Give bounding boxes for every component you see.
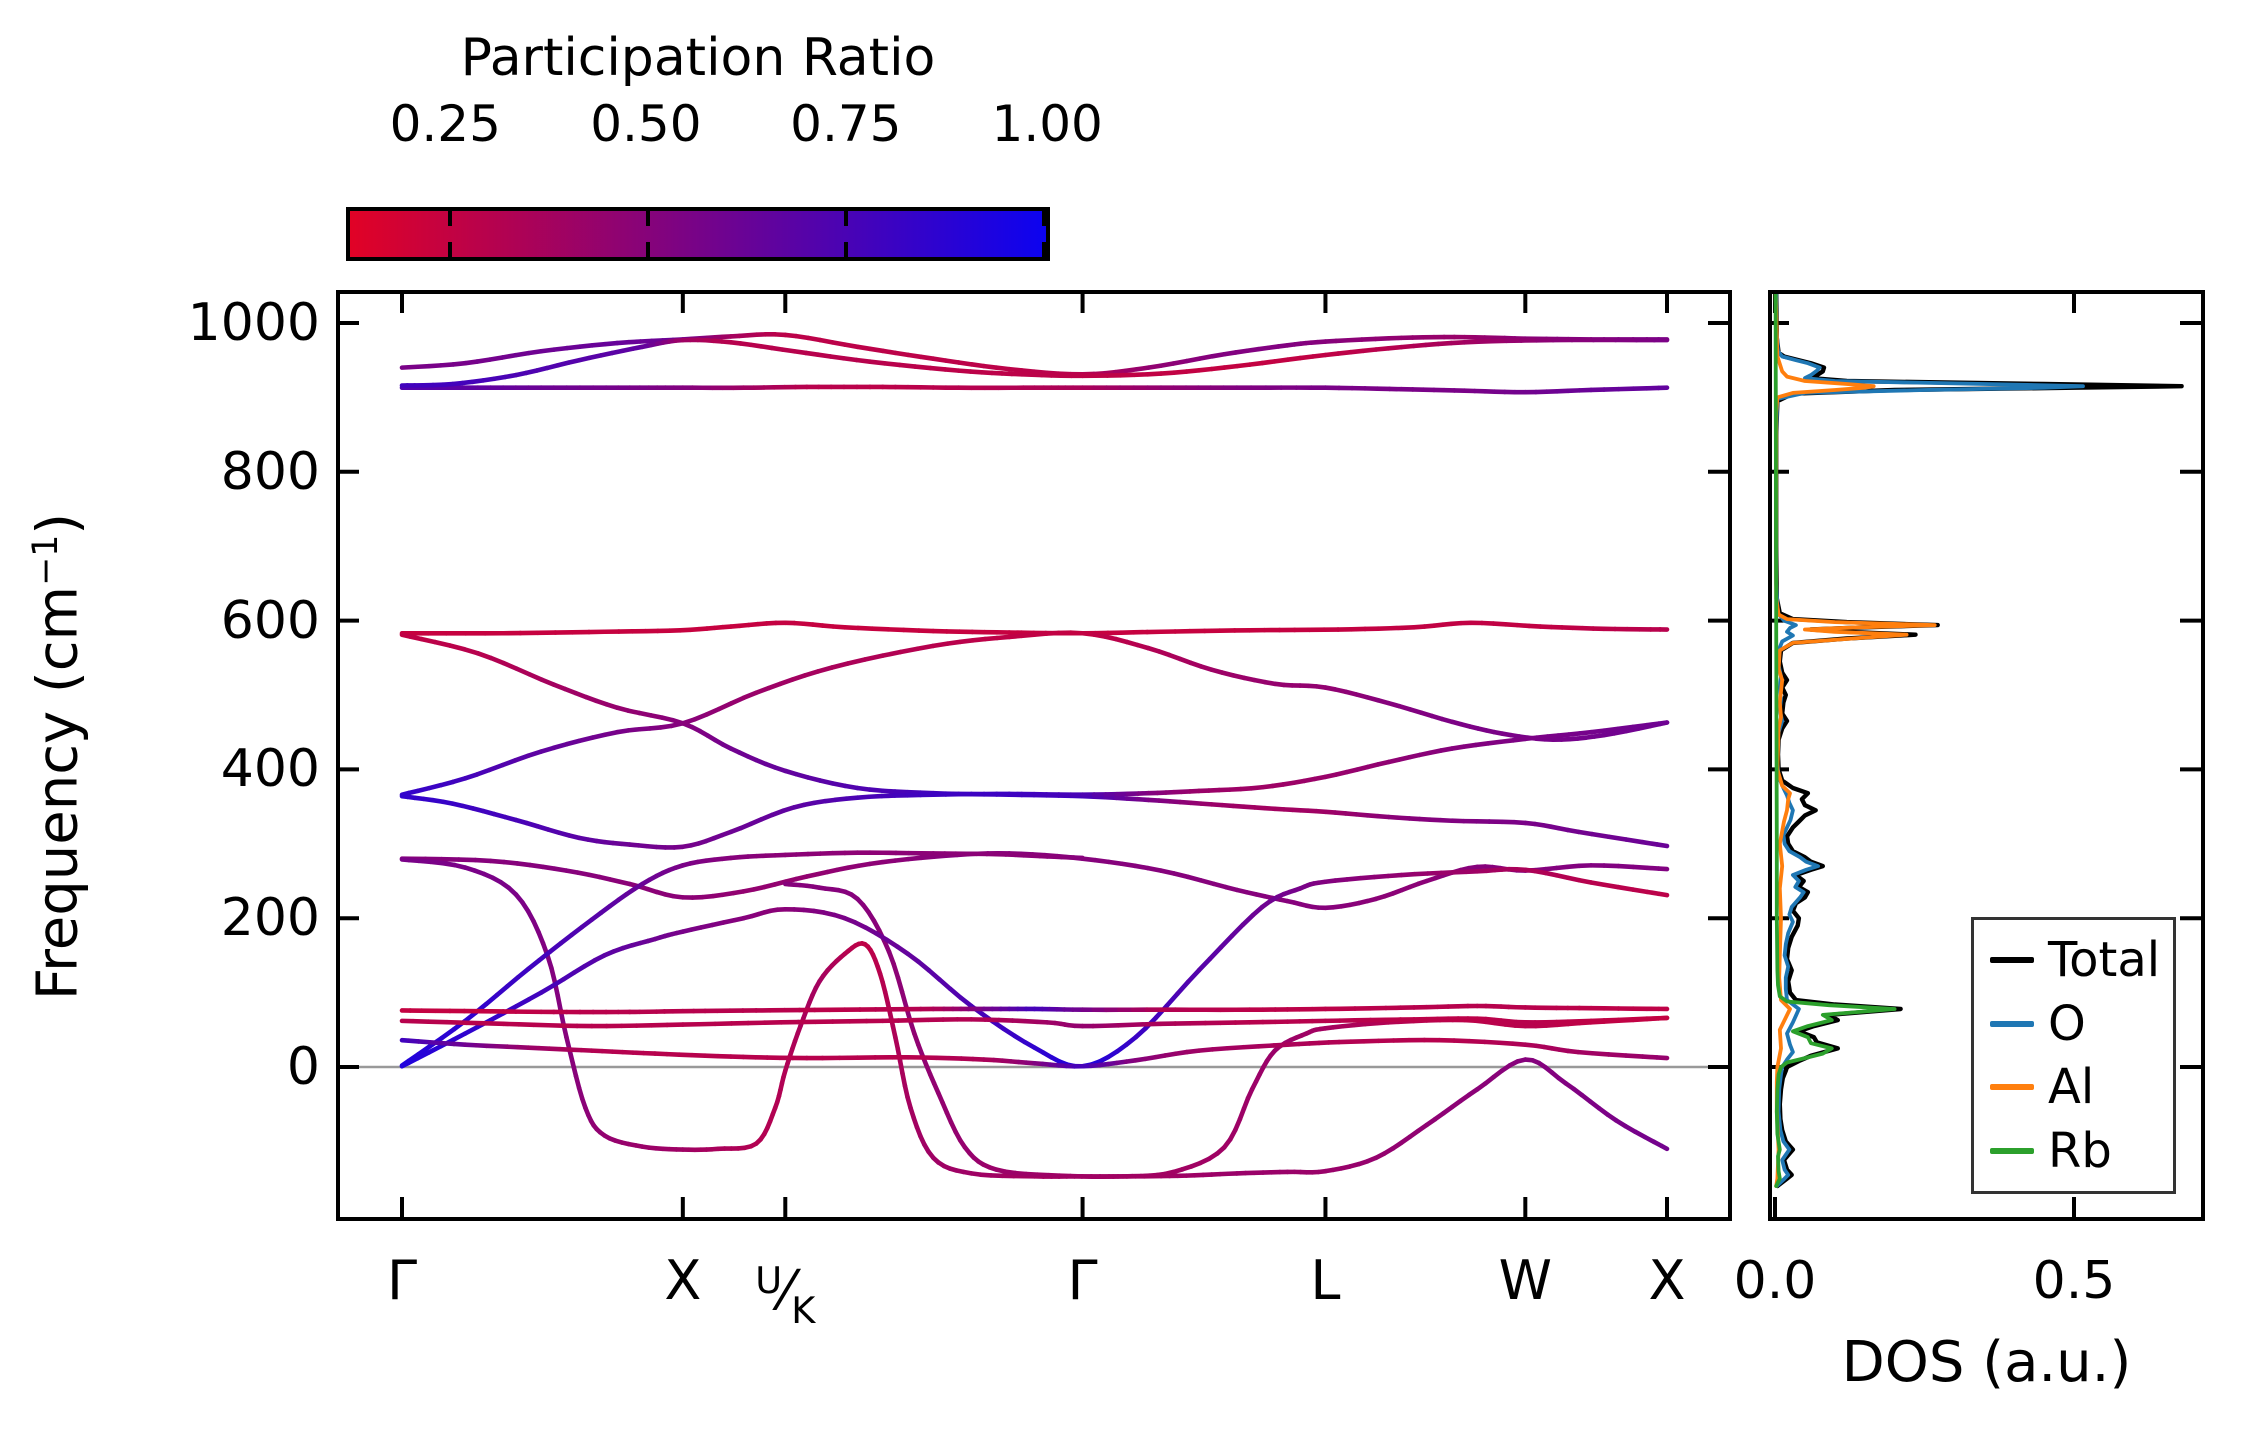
legend-item-rb: Rb (1990, 1126, 2173, 1176)
k-point-label: X (664, 1249, 702, 1312)
colorbar-tick (646, 211, 651, 226)
dos-legend: Total O Al Rb (1971, 917, 2176, 1194)
legend-label: Rb (2048, 1123, 2112, 1180)
dos-x-tick-label: 0.0 (1733, 1251, 1817, 1311)
colorbar-tick (844, 211, 849, 226)
k-point-label: W (1498, 1249, 1553, 1312)
legend-label: Total (2048, 931, 2161, 988)
colorbar-tick-labels: 0.25 0.50 0.75 1.00 (0, 96, 2259, 154)
legend-line-swatch (1990, 1084, 2034, 1091)
legend-label: Al (2048, 1059, 2095, 1116)
k-point-label: U⁄K (755, 1259, 816, 1333)
colorbar-tick-label: 0.75 (790, 95, 902, 153)
colorbar-tick (1042, 211, 1046, 226)
colorbar-tick (646, 242, 651, 257)
colorbar-tick-label: 0.25 (389, 95, 501, 153)
legend-line-swatch (1990, 956, 2034, 963)
k-point-label: X (1648, 1249, 1686, 1312)
y-axis-label-close: ) (25, 512, 91, 535)
y-tick-label: 800 (220, 441, 320, 502)
colorbar-tick (1042, 242, 1046, 257)
legend-item-total: Total (1990, 935, 2173, 985)
participation-ratio-colorbar (346, 207, 1050, 261)
legend-line-swatch (1990, 1020, 2034, 1027)
colorbar-tick (844, 242, 849, 257)
y-axis-label-sup: −1 (25, 534, 66, 586)
y-tick-label: 200 (220, 888, 320, 949)
dos-x-axis-label: DOS (a.u.) (1841, 1330, 2132, 1395)
legend-item-al: Al (1990, 1062, 2173, 1112)
colorbar-title: Participation Ratio (460, 28, 936, 88)
k-point-label: L (1310, 1249, 1341, 1312)
colorbar-tick-label: 1.00 (991, 95, 1103, 153)
dos-x-tick-label: 0.5 (2032, 1251, 2116, 1311)
band-structure-plot (340, 294, 1728, 1217)
k-point-label: Γ (386, 1249, 418, 1312)
y-tick-label: 1000 (187, 293, 320, 353)
colorbar-tick-label: 0.50 (590, 95, 702, 153)
dos-plot (1772, 294, 2201, 1217)
legend-item-o: O (1990, 999, 2173, 1049)
y-tick-label: 600 (220, 590, 320, 651)
y-tick-label: 0 (286, 1037, 320, 1097)
y-axis-label-text: Frequency (cm (25, 585, 91, 1001)
colorbar-tick (448, 242, 453, 257)
y-axis-label: Frequency (cm−1) (26, 447, 91, 1067)
y-tick-label: 400 (220, 739, 320, 800)
dos-axes (1768, 290, 2205, 1221)
k-point-label: Γ (1067, 1249, 1098, 1312)
colorbar-tick (448, 211, 453, 226)
legend-label: O (2048, 995, 2086, 1052)
band-structure-axes (336, 290, 1732, 1221)
legend-line-swatch (1990, 1148, 2034, 1155)
